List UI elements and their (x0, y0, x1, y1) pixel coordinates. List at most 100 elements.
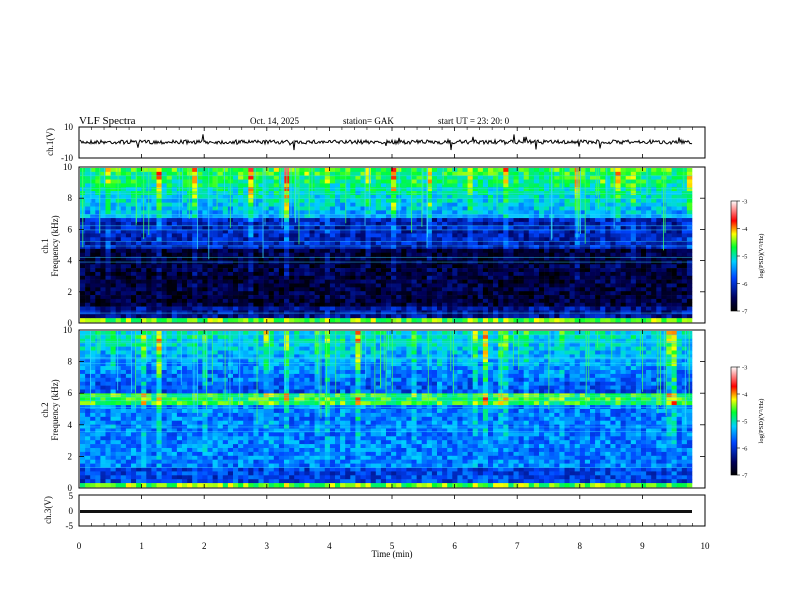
spectrogram-cell (212, 245, 218, 250)
spectrogram-cell (544, 310, 550, 315)
spectrogram-cell (202, 225, 208, 230)
spectrogram-cell (681, 206, 688, 211)
spectrogram-cell (610, 252, 616, 257)
spectrogram-cell (355, 302, 361, 307)
spectrogram-cell (615, 221, 621, 227)
spectrogram-cell (462, 198, 468, 203)
spectrogram-cell (656, 233, 662, 238)
spectrogram-cell (406, 248, 412, 253)
spectrogram-cell (406, 218, 412, 223)
spectrogram-cell (243, 206, 249, 211)
spectrogram-cell (380, 260, 387, 265)
spectrogram-cell (171, 221, 178, 227)
spectrogram-cell (600, 191, 606, 196)
spectrogram-cell (600, 237, 606, 242)
spectrogram-cell (161, 179, 167, 184)
spectrogram-cell (656, 245, 662, 250)
spectrogram-cell (258, 279, 264, 284)
spectrogram-cell (610, 306, 616, 311)
spectrogram-cell (355, 179, 361, 184)
spectrogram-cell (671, 295, 677, 300)
spectrogram-cell (284, 306, 290, 311)
spectrogram-cell (131, 279, 137, 284)
spectrogram-cell (421, 237, 428, 242)
spectrogram-cell (477, 206, 484, 211)
spectrogram-cell (518, 206, 524, 211)
spectrogram-cell (120, 256, 127, 261)
spectrogram-cell (207, 241, 213, 246)
spectrogram-cell (544, 260, 550, 265)
spectrogram-cell (161, 314, 167, 319)
spectrogram-cell (498, 225, 504, 230)
ch1-spectrogram-image (80, 168, 693, 323)
spectrogram-cell (528, 310, 535, 315)
spectrogram-cell (182, 210, 188, 215)
spectrogram-cell (615, 198, 621, 203)
spectrogram-cell (238, 194, 244, 200)
spectrogram-cell (360, 206, 366, 211)
spectrogram-cell (513, 179, 519, 184)
spectrogram-cell (656, 194, 662, 200)
spectrogram-cell (600, 314, 606, 319)
spectrogram-cell (518, 291, 524, 296)
spectrogram-cell (329, 298, 336, 304)
spectrogram-cell (600, 168, 606, 173)
spectrogram-cell (513, 306, 519, 311)
spectrogram-cell (508, 314, 514, 319)
spectrogram-cell (268, 279, 275, 284)
spectrogram-cell (533, 218, 540, 223)
spectrogram-cell (258, 241, 264, 246)
spectrogram-cell (90, 310, 96, 315)
spectrogram-cell (482, 271, 489, 277)
spectrogram-cell (370, 252, 377, 257)
spectrogram-cell (110, 183, 116, 188)
spectrogram-cell (273, 191, 280, 196)
spectrogram-cell (156, 229, 162, 234)
spectrogram-cell (95, 283, 101, 288)
spectrogram-cell (523, 268, 530, 273)
spectrogram-cell (238, 295, 244, 300)
spectrogram-cell (335, 256, 341, 261)
spectrogram-cell (401, 183, 407, 188)
spectrogram-cell (600, 233, 606, 238)
spectrogram-cell (329, 210, 336, 215)
spectrogram-cell (625, 314, 632, 319)
spectrogram-cell (80, 260, 86, 265)
spectrogram-cell (212, 264, 218, 269)
spectrogram-cell (431, 260, 438, 265)
spectrogram-cell (197, 271, 203, 277)
spectrogram-cell (136, 202, 142, 207)
spectrogram-cell (212, 191, 218, 196)
spectrogram-cell (620, 171, 626, 176)
spectrogram-cell (472, 306, 479, 311)
spectrogram-cell (314, 187, 320, 192)
spectrogram-cell (319, 171, 326, 176)
spectrogram-cell (125, 229, 132, 234)
spectrogram-cell (105, 237, 111, 242)
spectrogram-cell (523, 237, 530, 242)
spectrogram-cell (161, 279, 167, 284)
spectrogram-cell (258, 271, 264, 277)
spectrogram-cell (166, 245, 173, 250)
spectrogram-cell (90, 342, 96, 347)
spectrogram-cell (493, 171, 499, 176)
spectrogram-cell (401, 283, 407, 288)
spectrogram-cell (656, 229, 662, 234)
spectrogram-cell (584, 245, 591, 250)
spectrogram-cell (442, 198, 448, 203)
spectrogram-cell (671, 218, 677, 223)
spectrogram-cell (329, 218, 336, 223)
spectrogram-cell (442, 275, 448, 280)
spectrogram-cell (171, 260, 178, 265)
spectrogram-cell (355, 194, 361, 200)
spectrogram-cell (136, 298, 142, 304)
spectrogram-cell (584, 248, 591, 253)
spectrogram-cell (651, 225, 657, 230)
spectrogram-cell (161, 310, 167, 315)
spectrogram-cell (258, 171, 264, 176)
spectrogram-cell (421, 291, 428, 296)
spectrogram-cell (411, 252, 417, 257)
spectrogram-cell (314, 168, 320, 173)
spectrogram-cell (396, 287, 402, 292)
spectrogram-cell (207, 291, 213, 296)
